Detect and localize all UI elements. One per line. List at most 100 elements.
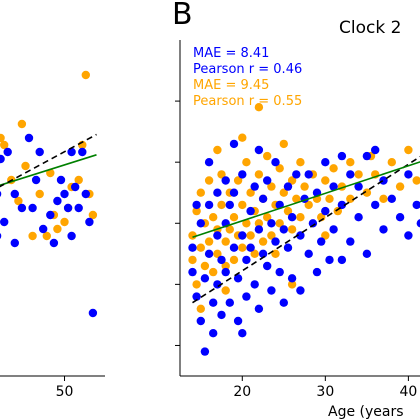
panel-b-point-orange [325, 194, 334, 203]
panel-b-point-blue [229, 139, 239, 149]
panel-b-point-blue [317, 237, 326, 246]
panel-b-point-orange [246, 188, 255, 197]
panel-b-point-blue [312, 267, 322, 277]
panel-b-point-orange [296, 158, 305, 167]
panel-b-point-blue [337, 255, 347, 265]
panel-b-point-blue [242, 292, 251, 301]
panel-b-point-blue [229, 188, 239, 197]
panel-b-point-blue [250, 280, 259, 289]
panel-b-point-blue [209, 298, 218, 307]
panel-a-point-orange [17, 119, 27, 129]
panel-b-x-tick-label: 30 [316, 384, 334, 400]
panel-b-point-blue [246, 206, 255, 216]
panel-b-point-orange [217, 200, 226, 210]
panel-b-point-blue [337, 200, 347, 210]
panel-b-point-orange [209, 267, 218, 277]
panel-b-point-blue [188, 267, 197, 277]
panel-a-point-orange [21, 161, 30, 171]
panel-b-point-blue [225, 298, 234, 307]
panel-b-point-orange [196, 188, 205, 197]
panel-b-point-orange [213, 249, 222, 258]
panel-b-point-orange [267, 182, 276, 191]
panel-b-point-blue [213, 231, 222, 240]
panel-b-point-blue [346, 170, 355, 179]
panel-a-point-blue [74, 203, 83, 213]
panel-a-point-orange [42, 231, 51, 241]
panel-b-point-blue [196, 219, 205, 228]
panel-b-point-blue [238, 170, 247, 179]
panel-b-point-orange [287, 280, 297, 289]
panel-b-point-orange [192, 280, 201, 289]
panel-b-point-blue [238, 231, 247, 240]
panel-a-plot-area [0, 70, 98, 318]
panel-b-point-orange [379, 194, 388, 203]
panel-b-point-orange [304, 200, 313, 210]
panel-b-stat-line: Pearson r = 0.55 [193, 94, 302, 109]
panel-b-point-orange [238, 200, 247, 210]
panel-b-point-blue [192, 200, 201, 210]
panel-a-point-blue [53, 196, 62, 206]
panel-b-point-orange [250, 249, 259, 258]
panel-b-point-blue [292, 170, 301, 179]
panel-b-point-orange [254, 170, 264, 179]
panel-b-point-orange [263, 151, 272, 161]
panel-a-point-blue [85, 217, 94, 227]
panel-b-point-blue [242, 255, 251, 265]
panel-b-point-blue [263, 261, 272, 271]
panel-b-point-orange [196, 243, 205, 252]
panel-b-point-blue [346, 237, 355, 246]
panel-a-point-orange [0, 140, 9, 150]
panel-a-point-blue [0, 232, 2, 240]
panel-b-point-blue [217, 310, 226, 320]
panel-b-point-blue [229, 243, 239, 252]
panel-b-point-orange [279, 188, 288, 197]
panel-b-point-blue [250, 182, 259, 191]
panel-b-point-orange [233, 176, 243, 185]
panel-b-point-blue [279, 225, 288, 234]
panel-b-point-orange [395, 182, 405, 191]
panel-b-point-blue [354, 213, 363, 222]
panel-b-title: Clock 2 [339, 18, 401, 38]
panel-a-x-tick-label: 50 [56, 384, 74, 400]
panel-b-point-orange [229, 213, 239, 222]
panel-b-point-orange [296, 213, 305, 222]
panel-b-fit-line-dashed [192, 155, 420, 304]
panel-b-point-blue [225, 200, 234, 210]
panel-b-point-blue [254, 225, 264, 234]
panel-a-point-blue [49, 238, 59, 248]
panel-b-point-orange [221, 286, 230, 295]
panel-b-point-orange [188, 231, 197, 240]
panel-a-fit-line-dashed [0, 133, 97, 188]
panel-b-point-orange [238, 243, 247, 252]
panel-a-point-blue [46, 210, 55, 220]
panel-b-point-blue [325, 255, 334, 265]
panel-a-point-orange [53, 224, 62, 234]
panel-a-point-blue [67, 231, 76, 241]
panel-b-point-orange [204, 176, 214, 185]
panel-b-point-orange [300, 182, 309, 191]
panel-a-point-blue [3, 147, 12, 157]
panel-b-point-blue [354, 182, 363, 191]
panel-b-point-blue [287, 213, 297, 222]
panel-a-point-blue [0, 190, 2, 198]
panel-a-point-blue [10, 238, 19, 248]
panel-b-point-blue [263, 176, 272, 185]
panel-b-point-blue [329, 225, 338, 234]
panel-a-point-blue [60, 189, 69, 199]
panel-b-point-orange [221, 237, 230, 246]
panel-b-point-orange [287, 176, 297, 185]
panel-b-stat-line: MAE = 9.45 [193, 78, 269, 93]
panel-b-point-blue [404, 231, 413, 240]
panel-a-point-orange [28, 231, 37, 241]
panel-b-point-orange [275, 164, 284, 173]
panel-b-point-blue [283, 243, 293, 252]
panel-b-point-blue [271, 237, 280, 246]
panel-b-point-blue [296, 231, 305, 240]
panel-b-point-blue [308, 219, 318, 228]
panel-b-point-blue [258, 249, 268, 258]
panel-b-x-axis-label: Age (years [328, 404, 404, 420]
panel-b-x-tick-label: 40 [399, 384, 417, 400]
panel-b-ticks: 20 30 40 [175, 100, 417, 400]
panel-b-point-blue [416, 219, 420, 228]
